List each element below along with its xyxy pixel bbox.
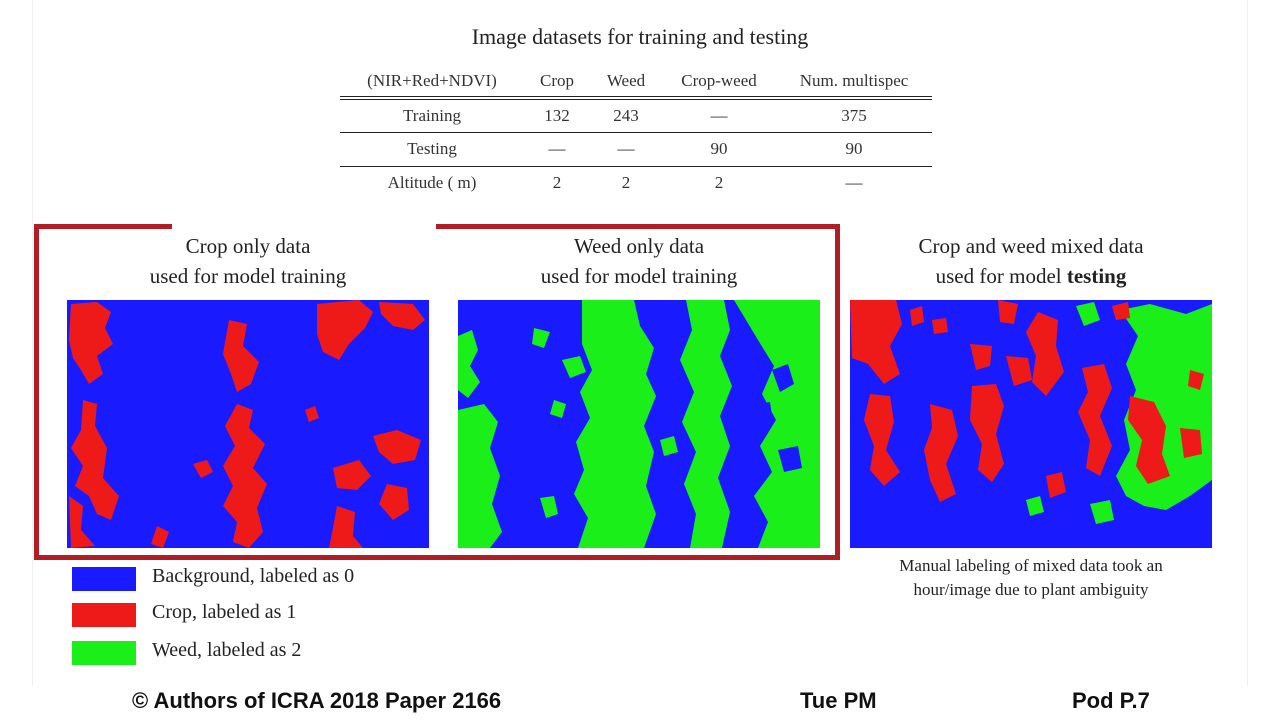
weed-swatch [72,641,136,665]
frame-gap [172,220,436,234]
table-cell: 375 [841,105,867,125]
table-cell: 2 [714,173,724,193]
crop-only-image [67,300,429,548]
table-cell: Training [403,105,461,125]
column-header: Crop-weed [681,71,757,90]
mixed-image [850,300,1212,548]
legend-label: Background, labeled as 0 [152,565,355,587]
footer-authors: © Authors of ICRA 2018 Paper 2166 [132,688,502,713]
table-cell: — [617,139,635,158]
panel-caption: Manual labeling of mixed data took an ho… [850,554,1212,602]
table-cell: — [710,105,728,125]
mixed-title-line2: used for model testing [850,261,1212,291]
legend-label: Crop, labeled as 1 [152,601,297,623]
table-header-row: (NIR+Red+NDVI) Crop Weed Crop-weed Num. … [340,66,932,98]
caption-line1: Manual labeling of mixed data took an [899,556,1163,575]
table-row: Altitude ( m) 2 2 2 — [340,166,932,200]
table-cell: — [548,139,566,158]
column-header: Crop [540,71,574,90]
training-frame [34,224,840,560]
table-row: Training 132 243 — 375 [340,98,932,132]
table-row: Testing — — 90 90 [340,132,932,166]
crop-title-line1: Crop only data [185,234,311,258]
weed-title-line2: used for model training [540,264,738,288]
table-cell: 90 [845,139,863,158]
dataset-table: (NIR+Red+NDVI) Crop Weed Crop-weed Num. … [340,66,932,200]
crop-swatch [72,603,136,627]
table-cell: Testing [407,139,457,158]
column-header: Num. multispec [799,71,909,90]
table-cell: 2 [552,173,562,193]
table-cell: — [845,173,863,193]
footer-session: Tue PM [800,688,877,713]
caption-line2: hour/image due to plant ambiguity [913,580,1149,599]
crop-panel-title: Crop only data used for model training [67,231,429,291]
table-cell: 90 [710,139,728,158]
table-cell: 132 [544,105,570,125]
footer-pod: Pod P.7 [1072,688,1150,713]
weed-panel-title: Weed only data used for model training [435,231,843,291]
crop-title-line2: used for model training [149,264,347,288]
mixed-title-prefix: used for model [935,264,1067,288]
mixed-title-line1: Crop and weed mixed data [918,234,1144,258]
background-swatch [72,567,136,591]
table-cell: Altitude ( m) [387,173,477,193]
legend-label: Weed, labeled as 2 [152,639,302,661]
mixed-title-bold: testing [1066,264,1127,288]
column-header: (NIR+Red+NDVI) [367,71,497,90]
table-cell: 243 [613,105,639,125]
weed-only-image [458,300,820,548]
table-cell: 2 [621,173,631,193]
weed-title-line1: Weed only data [573,234,705,258]
column-header: Weed [606,71,646,90]
table-title: Image datasets for training and testing [471,24,809,49]
mixed-panel-title: Crop and weed mixed data used for model … [850,231,1212,291]
